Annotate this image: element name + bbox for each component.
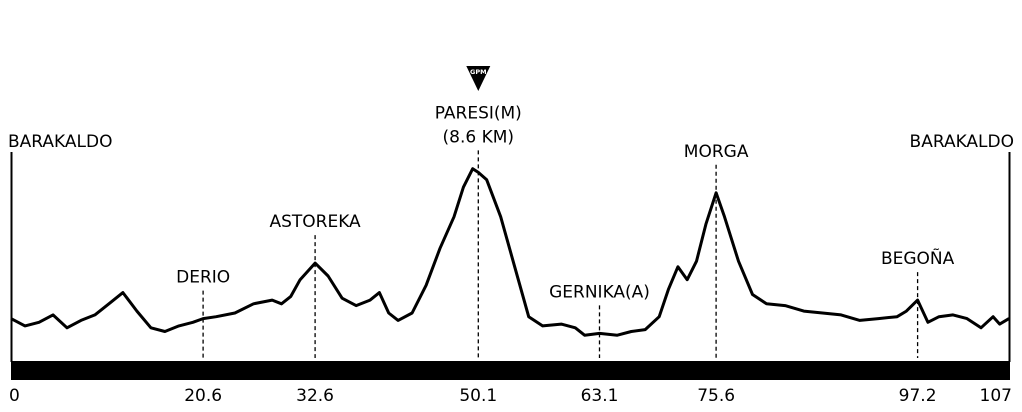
summit-triangle-icon bbox=[466, 66, 491, 91]
place-guide-lines bbox=[202, 150, 919, 358]
km-tick-label-4: 63.1 bbox=[581, 386, 619, 406]
summit-badge: GPM bbox=[466, 66, 491, 91]
place-label-5-line-0: MORGA bbox=[684, 142, 749, 162]
km-tick-label-1: 20.6 bbox=[184, 386, 222, 406]
baseline-bar bbox=[11, 361, 1010, 380]
km-tick-label-6: 97.2 bbox=[899, 386, 937, 406]
place-label-0-line-0: BARAKALDO bbox=[8, 132, 112, 152]
place-label-4-line-0: GERNIKA(A) bbox=[549, 282, 650, 302]
place-label-7-line-0: BARAKALDO bbox=[910, 132, 1014, 152]
km-tick-label-7: 107 bbox=[980, 386, 1012, 406]
km-tick-label-0: 0 bbox=[9, 386, 20, 406]
elevation-series-line bbox=[10, 167, 1010, 337]
place-label-3-line-1: (8.6 KM) bbox=[443, 127, 515, 147]
place-labels: BARAKALDO DERIO ASTOREKA PARESI(M) (8.6 KM) G… bbox=[8, 103, 1014, 302]
km-tick-label-3: 50.1 bbox=[459, 386, 497, 406]
place-label-2-line-0: ASTOREKA bbox=[269, 212, 361, 232]
place-label-6-line-0: BEGOÑA bbox=[881, 247, 955, 269]
summit-badge-text: GPM bbox=[470, 68, 487, 76]
km-tick-label-2: 32.6 bbox=[296, 386, 334, 406]
place-label-1-line-0: DERIO bbox=[176, 268, 230, 288]
km-tick-labels: 0 20.6 32.6 50.1 63.1 75.6 97.2 107 bbox=[9, 386, 1012, 406]
km-tick-label-5: 75.6 bbox=[697, 386, 735, 406]
place-label-3-line-0: PARESI(M) bbox=[435, 103, 522, 123]
